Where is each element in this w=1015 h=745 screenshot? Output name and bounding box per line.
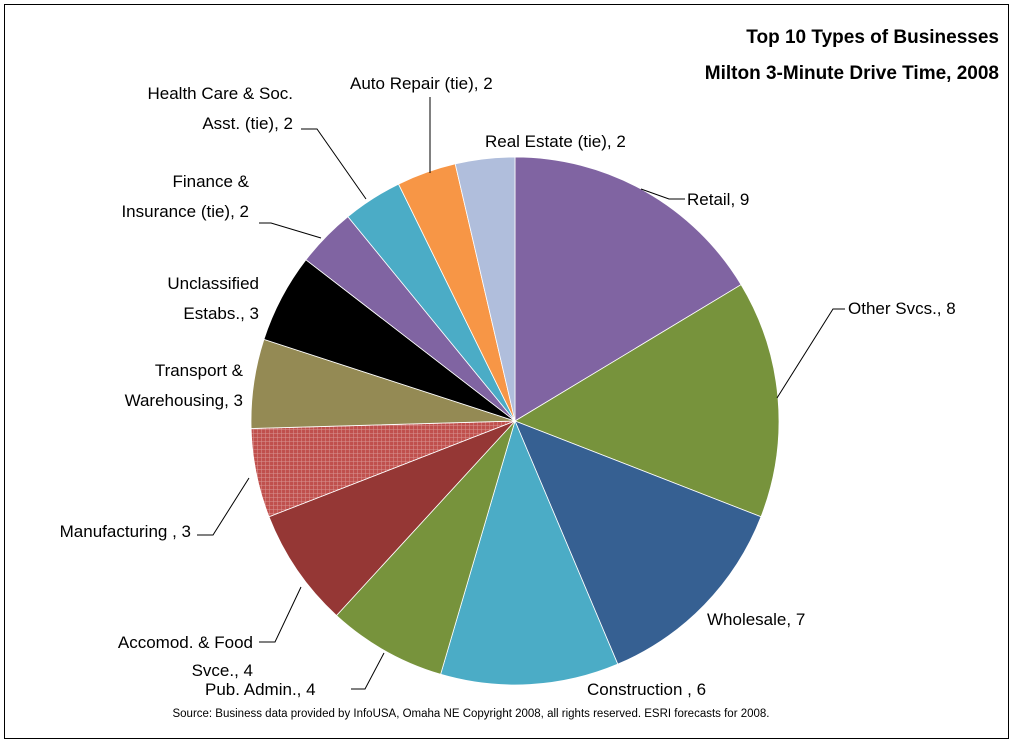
pie-slice-2 xyxy=(514,284,780,518)
pie-slice-3 xyxy=(514,420,762,665)
slice-label-2: Other Svcs., 8 xyxy=(848,299,956,318)
slice-label-3: Wholesale, 7 xyxy=(707,610,805,629)
slice-label-8: Transport & Warehousing, 3 xyxy=(125,361,244,410)
pie-slice-5 xyxy=(335,420,516,675)
leader-line-6 xyxy=(259,586,302,643)
slice-label-1: Retail, 9 xyxy=(687,190,749,209)
leader-line-7 xyxy=(197,477,250,536)
slice-label-7: Manufacturing , 3 xyxy=(60,522,191,541)
slice-label-5: Pub. Admin., 4 xyxy=(205,680,316,699)
source-note: Source: Business data provided by InfoUS… xyxy=(172,708,769,720)
leader-lines xyxy=(197,97,845,690)
slice-label-9: Unclassified Estabs., 3 xyxy=(167,274,259,323)
pie-slice-6 xyxy=(268,420,516,617)
leader-line-5 xyxy=(351,652,385,690)
leader-line-11 xyxy=(301,128,367,200)
leader-line-1 xyxy=(640,188,685,200)
pie-slices xyxy=(250,156,780,686)
leader-line-2 xyxy=(776,308,845,399)
pie-slice-4 xyxy=(440,419,619,686)
slice-label-11: Health Care & Soc. Asst. (tie), 2 xyxy=(147,84,293,133)
slice-label-12: Auto Repair (tie), 2 xyxy=(350,74,493,93)
chart-title: Top 10 Types of Businesses xyxy=(746,27,999,48)
chart-subtitle: Milton 3-Minute Drive Time, 2008 xyxy=(705,63,999,84)
pie-slice-1 xyxy=(514,156,742,422)
slice-label-10: Finance & Insurance (tie), 2 xyxy=(121,172,249,221)
slice-labels: Retail, 9 Other Svcs., 8 Wholesale, 7 Const… xyxy=(60,74,956,699)
slice-label-13: Real Estate (tie), 2 xyxy=(485,132,626,151)
slice-label-6: Accomod. & Food Svce., 4 xyxy=(118,633,253,680)
chart-frame: Retail, 9 Other Svcs., 8 Wholesale, 7 Const… xyxy=(4,4,1009,739)
slice-label-4: Construction , 6 xyxy=(587,680,706,699)
leader-line-10 xyxy=(259,222,322,239)
pie-slice-13 xyxy=(454,156,516,422)
pie-chart: Retail, 9 Other Svcs., 8 Wholesale, 7 Const… xyxy=(60,27,999,720)
